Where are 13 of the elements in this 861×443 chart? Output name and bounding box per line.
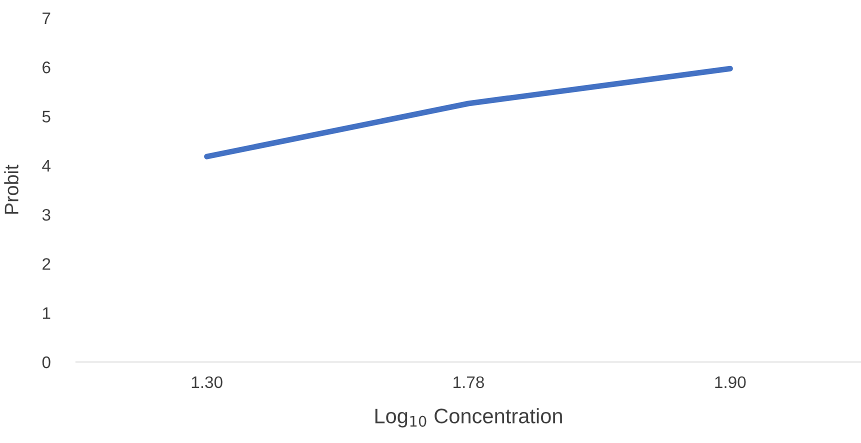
- y-tick-label: 4: [42, 160, 51, 172]
- x-axis-title: Log$_{10}$ Concentration: [375, 408, 562, 428]
- x-tick-label: 1.30: [192, 376, 222, 388]
- y-tick-label: 2: [42, 258, 50, 270]
- y-tick-label: 6: [42, 62, 50, 74]
- x-tick-label: 1.78: [454, 376, 484, 388]
- y-tick-label: 3: [42, 208, 50, 221]
- y-tick-label: 7: [42, 12, 50, 24]
- y-tick-label: 5: [42, 110, 50, 122]
- y-axis-title: Probit: [4, 164, 18, 214]
- y-tick-label: 1: [43, 307, 50, 319]
- x-tick-label: 1.90: [715, 376, 746, 388]
- y-tick-label: 0: [42, 356, 50, 368]
